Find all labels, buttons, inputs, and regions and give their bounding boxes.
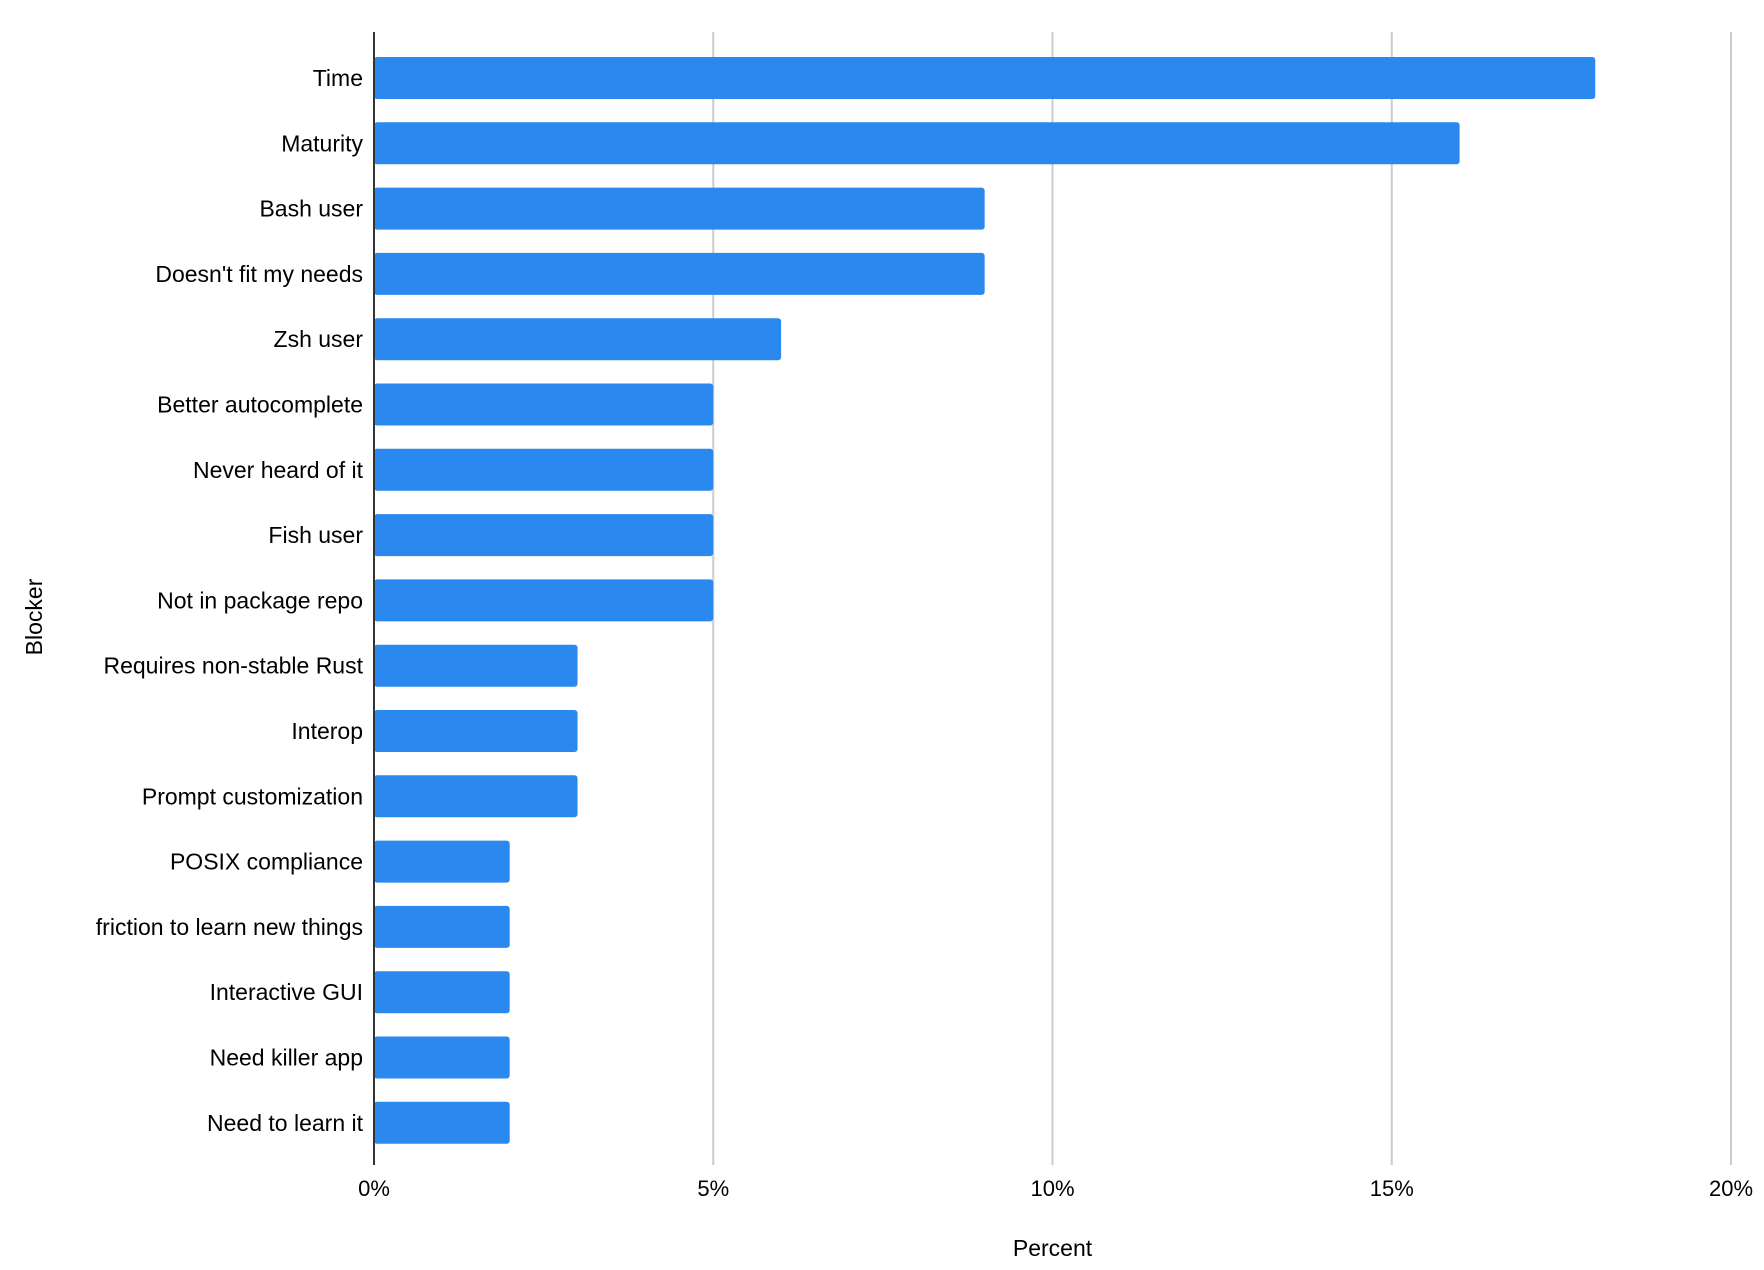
category-label: Zsh user: [274, 326, 364, 352]
category-label: Interactive GUI: [210, 979, 363, 1005]
bar: [374, 579, 714, 622]
category-label: Prompt customization: [142, 783, 363, 809]
y-axis-title: Blocker: [21, 578, 47, 655]
category-label: Need to learn it: [207, 1110, 364, 1136]
x-tick-label: 20%: [1709, 1176, 1753, 1201]
bar: [374, 905, 510, 948]
category-label: Never heard of it: [193, 457, 364, 483]
x-axis-title: Percent: [1013, 1235, 1093, 1261]
bar: [374, 644, 578, 687]
bar: [374, 122, 1460, 165]
category-label: Fish user: [268, 522, 363, 548]
category-label: Interop: [291, 718, 363, 744]
bar: [374, 383, 714, 426]
bar: [374, 971, 510, 1014]
category-label: Need killer app: [210, 1045, 363, 1071]
category-label: POSIX compliance: [170, 849, 363, 875]
bar: [374, 1036, 510, 1079]
category-label: Better autocomplete: [157, 392, 363, 418]
bar: [374, 514, 714, 557]
category-label: Maturity: [281, 130, 363, 156]
x-tick-label: 15%: [1370, 1176, 1414, 1201]
x-tick-labels: 0% 5% 10% 15% 20%: [358, 1176, 1753, 1201]
bar: [374, 252, 985, 295]
bar: [374, 775, 578, 818]
category-label: Time: [313, 65, 363, 91]
category-label: Bash user: [259, 196, 363, 222]
category-label: Not in package repo: [157, 587, 363, 613]
category-label: Requires non-stable Rust: [103, 653, 363, 679]
bars: [374, 57, 1596, 1144]
x-tick-label: 5%: [697, 1176, 729, 1201]
bar: [374, 57, 1596, 99]
bar: [374, 318, 782, 361]
bar: [374, 448, 714, 491]
bar: [374, 1101, 510, 1144]
x-tick-label: 10%: [1030, 1176, 1074, 1201]
x-tick-label: 0%: [358, 1176, 390, 1201]
category-label: Doesn't fit my needs: [155, 261, 363, 287]
bar: [374, 710, 578, 752]
bar: [374, 840, 510, 883]
category-labels: Time Maturity Bash user Doesn't fit my need…: [96, 65, 364, 1136]
category-label: friction to learn new things: [96, 914, 363, 940]
bar: [374, 187, 985, 230]
